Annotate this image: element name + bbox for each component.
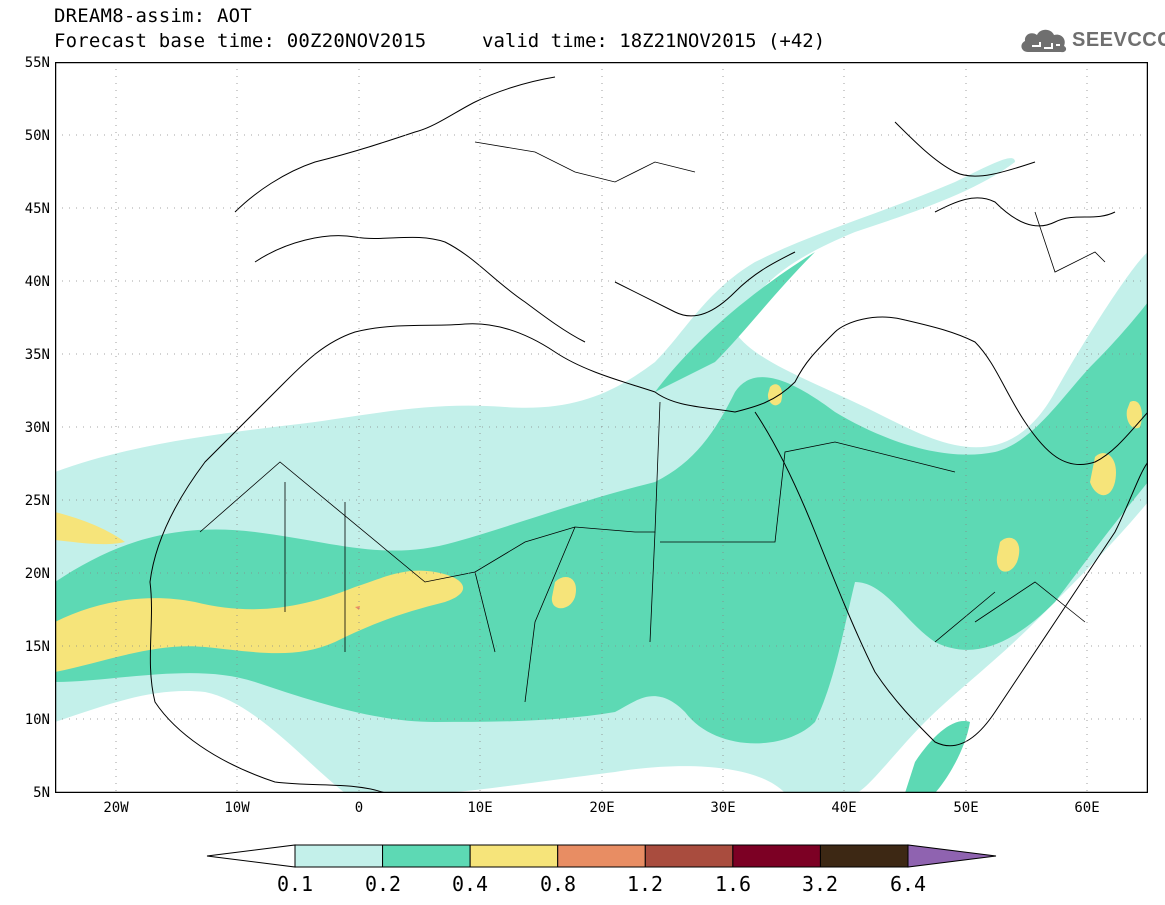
colorbar-swatch [294,844,384,868]
colorbar-label: 0.2 [364,872,402,896]
lat-label: 50N [25,128,50,144]
aot-fill-0.4 [55,384,1142,672]
colorbar-swatch [469,844,559,868]
lon-label: 50E [953,800,978,816]
colorbar-label: 0.1 [276,872,314,896]
colorbar-arrow-low [206,844,296,868]
lon-label: 30E [710,800,735,816]
colorbar-label: 1.6 [714,872,752,896]
lat-axis: 55N 50N 45N 40N 35N 30N 25N 20N 15N 10N … [25,55,50,800]
colorbar-arrow-high [907,844,997,868]
colorbar [206,844,997,868]
lat-label: 15N [25,639,50,655]
lat-label: 35N [25,347,50,363]
colorbar-boxes [294,844,909,868]
colorbar-swatch [644,844,734,868]
forecast-base-time: Forecast base time: 00Z20NOV2015 [54,30,427,52]
lat-label: 25N [25,493,50,509]
colorbar-swatch [819,844,909,868]
colorbar-swatch [557,844,646,868]
lat-label: 20N [25,566,50,582]
colorbar-label: 6.4 [889,872,927,896]
logo-text: SEEVCCC [1072,29,1165,51]
borders [199,141,1106,703]
colorbar-label: 1.2 [626,872,664,896]
colorbar-swatch [732,844,821,868]
gridlines [55,62,1148,793]
valid-time: valid time: 18Z21NOV2015 (+42) [482,30,826,52]
coastlines [149,76,1148,793]
lon-label: 20E [589,800,614,816]
colorbar-labels: 0.1 0.2 0.4 0.8 1.2 1.6 3.2 6.4 [0,872,1165,896]
lon-label: 10E [467,800,492,816]
lon-label: 60E [1074,800,1099,816]
lon-label: 0 [355,800,363,816]
colorbar-swatch [382,844,471,868]
colorbar-label: 3.2 [801,872,839,896]
map-title: DREAM8-assim: AOT [54,5,252,27]
cloud-icon [1021,29,1067,53]
colorbar-label: 0.8 [539,872,577,896]
map-border [55,62,1148,793]
lat-label: 55N [25,55,50,71]
lat-label: 40N [25,274,50,290]
aot-map [55,62,1148,793]
lon-label: 20W [103,800,129,816]
seevccc-logo: SEEVCCC [1018,24,1165,56]
lat-label: 45N [25,201,50,217]
lat-label: 30N [25,420,50,436]
lon-axis: 20W 10W 0 10E 20E 30E 40E 50E 60E [103,800,1099,816]
lon-label: 10W [224,800,250,816]
lat-label: 10N [25,712,50,728]
colorbar-label: 0.4 [451,872,489,896]
lat-label: 5N [33,785,50,800]
lon-label: 40E [831,800,856,816]
